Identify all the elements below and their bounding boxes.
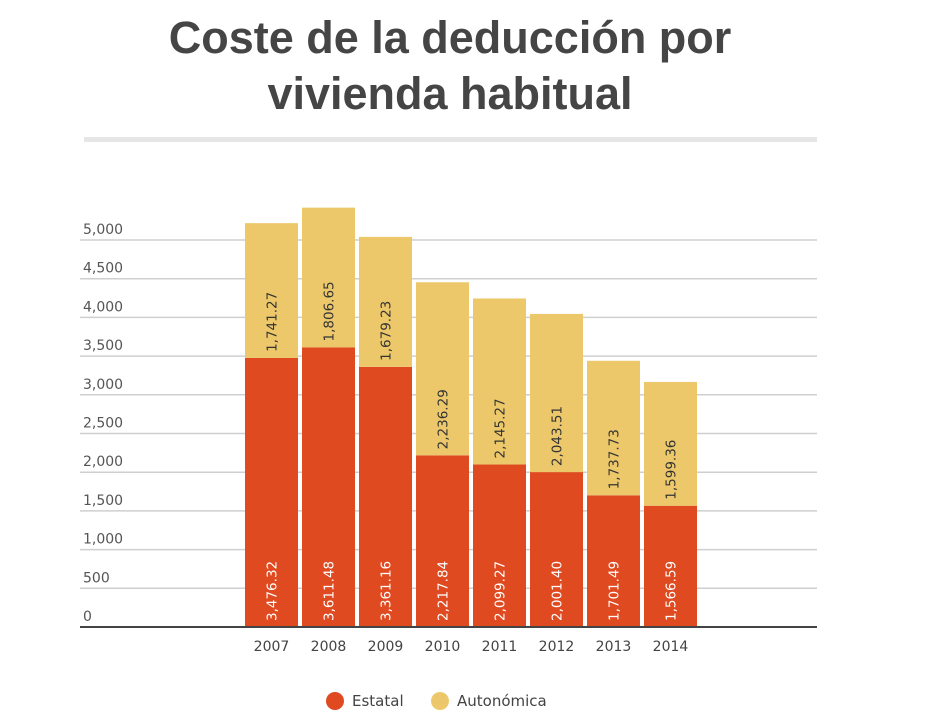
data-label: 2,099.27 — [493, 561, 509, 621]
title-line-2: vivienda habitual — [267, 68, 633, 119]
bar-autonomica — [587, 360, 640, 496]
legend-item-estatal: Estatal — [326, 692, 404, 710]
x-tick-label: 2007 — [254, 639, 290, 655]
data-label: 1,701.49 — [607, 561, 623, 621]
bar-estatal — [644, 505, 697, 627]
data-label: 1,741.27 — [265, 292, 281, 352]
chart-title: Coste de la deducción por vivienda habit… — [0, 10, 900, 122]
bar-estatal — [416, 455, 469, 627]
bar-autonomica — [530, 313, 583, 473]
data-label: 3,361.16 — [379, 561, 395, 621]
data-label: 1,679.23 — [379, 301, 395, 361]
bar-autonomica — [416, 282, 469, 456]
x-tick-label: 2010 — [425, 639, 461, 655]
x-tick-label: 2009 — [368, 639, 404, 655]
bar-autonomica — [473, 298, 526, 465]
x-tick-label: 2012 — [539, 639, 575, 655]
bar-estatal — [587, 495, 640, 627]
legend-swatch-autonomica — [431, 692, 449, 710]
data-label: 1,599.36 — [664, 440, 680, 500]
bar-estatal — [302, 347, 355, 627]
bar-estatal — [473, 464, 526, 627]
y-tick-label: 3,000 — [83, 377, 123, 393]
y-tick-label: 2,500 — [83, 416, 123, 432]
y-tick-label: 0 — [83, 609, 92, 625]
data-label: 1,737.73 — [607, 429, 623, 489]
data-label: 2,217.84 — [436, 561, 452, 621]
y-tick-label: 4,500 — [83, 261, 123, 277]
x-tick-label: 2011 — [482, 639, 518, 655]
y-tick-label: 2,000 — [83, 454, 123, 470]
bar-autonomica — [359, 236, 412, 367]
data-label: 2,145.27 — [493, 398, 509, 458]
legend-item-autonomica: Autonómica — [431, 692, 547, 710]
data-label: 1,566.59 — [664, 561, 680, 621]
y-tick-label: 1,500 — [83, 493, 123, 509]
data-label: 1,806.65 — [322, 281, 338, 341]
y-tick-label: 500 — [83, 570, 110, 586]
y-tick-label: 1,000 — [83, 532, 123, 548]
bar-estatal — [245, 357, 298, 627]
title-line-1: Coste de la deducción por — [168, 12, 732, 63]
bar-autonomica — [644, 381, 697, 506]
data-label: 3,611.48 — [322, 561, 338, 621]
legend-swatch-estatal — [326, 692, 344, 710]
data-label: 3,476.32 — [265, 561, 281, 621]
y-tick-label: 4,000 — [83, 299, 123, 315]
y-tick-label: 5,000 — [83, 222, 123, 238]
bar-autonomica — [245, 223, 298, 358]
bar-estatal — [530, 472, 583, 627]
y-tick-label: 3,500 — [83, 338, 123, 354]
x-tick-label: 2014 — [653, 639, 689, 655]
x-tick-label: 2008 — [311, 639, 347, 655]
legend-label-autonomica: Autonómica — [457, 692, 547, 710]
legend-label-estatal: Estatal — [352, 692, 404, 710]
data-label: 2,043.51 — [550, 406, 566, 466]
title-divider — [84, 137, 817, 142]
bar-autonomica — [302, 207, 355, 348]
bar-estatal — [359, 366, 412, 627]
data-label: 2,236.29 — [436, 389, 452, 449]
data-label: 2,001.40 — [550, 561, 566, 621]
x-tick-label: 2013 — [596, 639, 632, 655]
